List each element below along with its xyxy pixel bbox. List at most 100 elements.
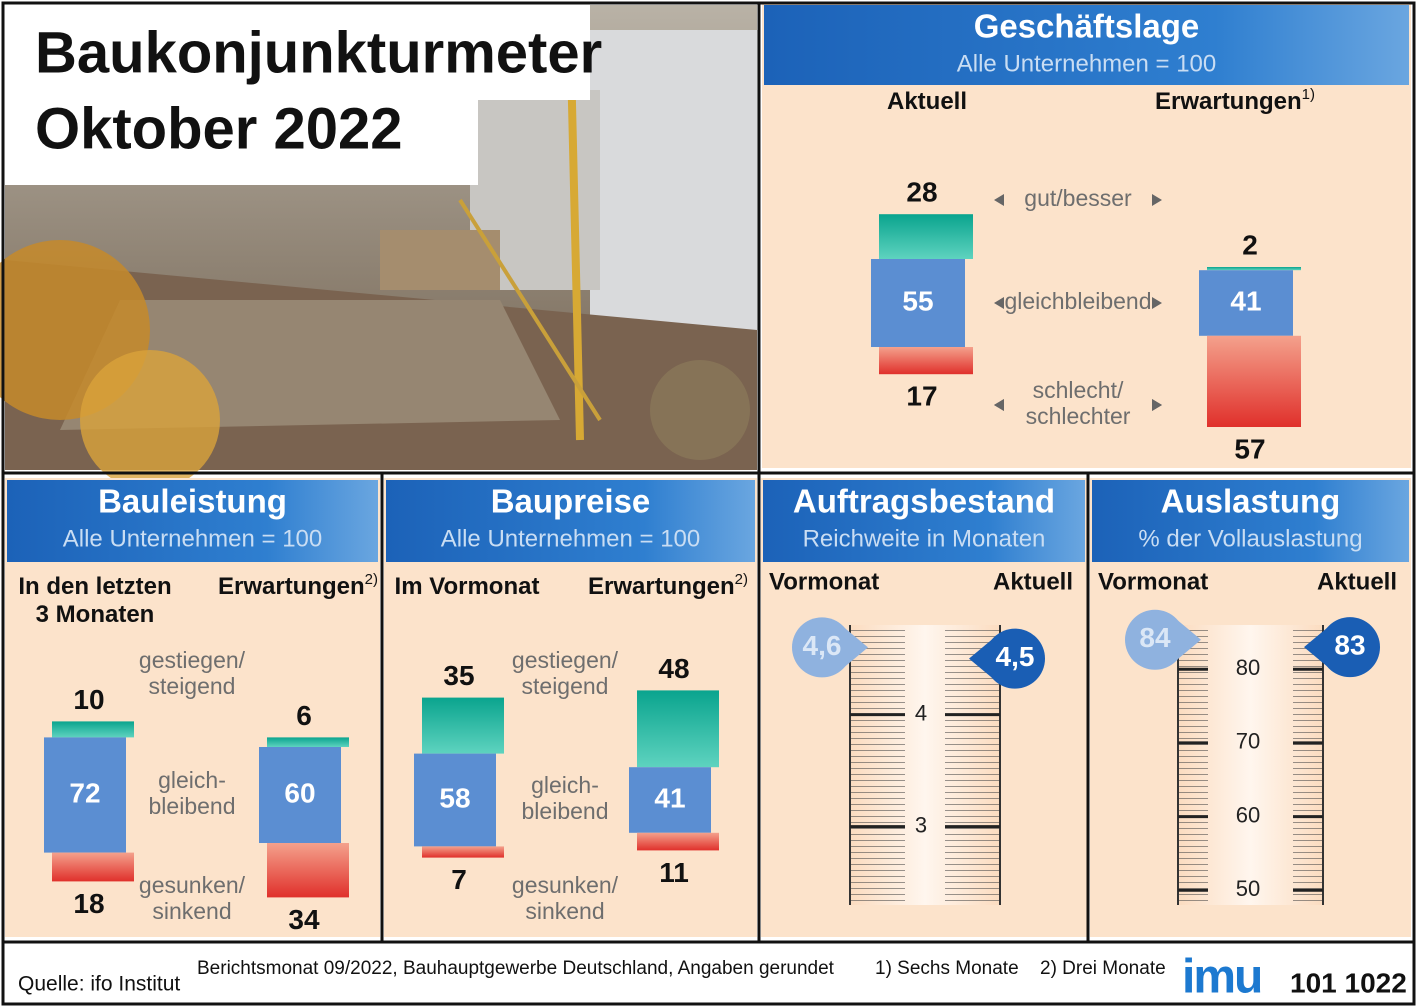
column-label-text: Im Vormonat bbox=[395, 573, 540, 600]
photo bbox=[0, 5, 760, 490]
column-label: 3 Monaten bbox=[36, 601, 155, 628]
value-label: 11 bbox=[659, 857, 689, 888]
arrow bbox=[1152, 194, 1162, 206]
row-label: gestiegen/ bbox=[512, 647, 619, 673]
segment-good bbox=[267, 737, 349, 747]
footnote-mark: 2) bbox=[735, 571, 748, 588]
value-label: 34 bbox=[288, 904, 320, 935]
row-label: steigend bbox=[149, 673, 236, 699]
marker bbox=[1125, 609, 1185, 670]
row-label: steigend bbox=[522, 673, 609, 699]
panel-subtitle: % der Vollauslastung bbox=[1138, 525, 1362, 552]
column-label: In den letzten bbox=[18, 573, 171, 600]
tick-label: 70 bbox=[1236, 729, 1260, 754]
value-label: 41 bbox=[1230, 285, 1261, 316]
column-label-text: 3 Monaten bbox=[36, 601, 155, 628]
segment-good bbox=[52, 721, 134, 738]
row-label: schlechter bbox=[1026, 403, 1131, 429]
segment-same bbox=[1199, 270, 1293, 336]
segment-bad bbox=[637, 832, 719, 851]
footnote-mark: 1) bbox=[1302, 86, 1315, 103]
column-label: Aktuell bbox=[1317, 568, 1397, 595]
column-label: Im Vormonat bbox=[395, 573, 540, 600]
panel-title: Geschäftslage bbox=[974, 8, 1200, 45]
value-label: 48 bbox=[658, 653, 689, 684]
scale-minor bbox=[850, 625, 905, 905]
panel-title: Auslastung bbox=[1161, 483, 1341, 520]
value-label: 35 bbox=[443, 660, 474, 691]
value-label: 83 bbox=[1334, 629, 1365, 660]
row-label: schlecht/ bbox=[1033, 377, 1124, 403]
value-label: 28 bbox=[906, 177, 937, 208]
value-label: 41 bbox=[654, 782, 685, 813]
tick-label: 4 bbox=[915, 700, 927, 725]
source: Quelle: ifo Institut bbox=[18, 973, 180, 996]
value-label: 55 bbox=[902, 285, 933, 316]
row-label: sinkend bbox=[152, 898, 231, 924]
segment-good bbox=[879, 214, 973, 259]
panel-header bbox=[764, 5, 1409, 85]
column-label-text: In den letzten bbox=[18, 573, 171, 600]
footnote: 1) Sechs Monate bbox=[875, 958, 1019, 979]
row-label: gleichbleibend bbox=[1004, 288, 1151, 314]
row-label: bleibend bbox=[149, 793, 236, 819]
value-label: 10 bbox=[73, 684, 104, 715]
segment-bad bbox=[879, 347, 973, 375]
segment-good bbox=[422, 697, 504, 754]
value-label: 60 bbox=[284, 777, 315, 808]
segment-same bbox=[259, 747, 341, 843]
tick-label: 60 bbox=[1236, 802, 1260, 827]
marker bbox=[1320, 617, 1380, 678]
arrow bbox=[994, 399, 1004, 411]
segment-good bbox=[637, 690, 719, 768]
column-label-text: Aktuell bbox=[887, 88, 967, 115]
value-label: 4,6 bbox=[803, 630, 842, 661]
tick-label: 50 bbox=[1236, 876, 1260, 901]
value-label: 84 bbox=[1139, 622, 1171, 653]
row-label: bleibend bbox=[522, 798, 609, 824]
row-label: gesunken/ bbox=[139, 872, 246, 898]
value-label: 57 bbox=[1234, 433, 1265, 464]
value-label: 6 bbox=[296, 700, 312, 731]
tick-label: 3 bbox=[915, 812, 927, 837]
row-label: gleich- bbox=[158, 767, 226, 793]
column-label: Aktuell bbox=[993, 568, 1073, 595]
segment-same bbox=[871, 259, 965, 347]
code: 101 1022 bbox=[1290, 967, 1407, 998]
panel-header bbox=[7, 480, 378, 562]
arrow bbox=[994, 297, 1004, 309]
segment-bad bbox=[422, 846, 504, 858]
value-label: 72 bbox=[69, 777, 100, 808]
logo: imu bbox=[1182, 951, 1261, 1004]
segment-same bbox=[629, 767, 711, 833]
column-label: Vormonat bbox=[1098, 568, 1208, 595]
column-label: Erwartungen2) bbox=[588, 571, 748, 600]
value-label: 17 bbox=[906, 381, 937, 412]
segment-bad bbox=[1207, 335, 1301, 427]
title: Oktober 2022 bbox=[35, 96, 403, 161]
panel-header bbox=[1092, 480, 1409, 562]
column-label: Erwartungen2) bbox=[218, 571, 378, 600]
row-label: gesunken/ bbox=[512, 872, 619, 898]
panel-subtitle: Alle Unternehmen = 100 bbox=[441, 525, 701, 552]
segment-bad bbox=[52, 852, 134, 882]
row-label: gestiegen/ bbox=[139, 647, 246, 673]
note: Berichtsmonat 09/2022, Bauhauptgewerbe D… bbox=[197, 958, 835, 979]
column-label-text: Erwartungen bbox=[218, 573, 365, 600]
segment-same bbox=[44, 737, 126, 853]
value-label: 18 bbox=[73, 888, 104, 919]
value-label: 2 bbox=[1242, 229, 1258, 260]
tick-label: 80 bbox=[1236, 655, 1260, 680]
panel-title: Baupreise bbox=[491, 483, 651, 520]
panel-title: Auftragsbestand bbox=[793, 483, 1055, 520]
row-label: gut/besser bbox=[1024, 185, 1132, 211]
column-label-text: Erwartungen bbox=[1155, 88, 1302, 115]
panel-header bbox=[763, 480, 1085, 562]
scale-minor bbox=[1178, 625, 1208, 905]
scale-minor bbox=[1293, 625, 1323, 905]
marker bbox=[985, 628, 1045, 689]
segment-good bbox=[1207, 267, 1301, 271]
segment-bad bbox=[267, 843, 349, 898]
